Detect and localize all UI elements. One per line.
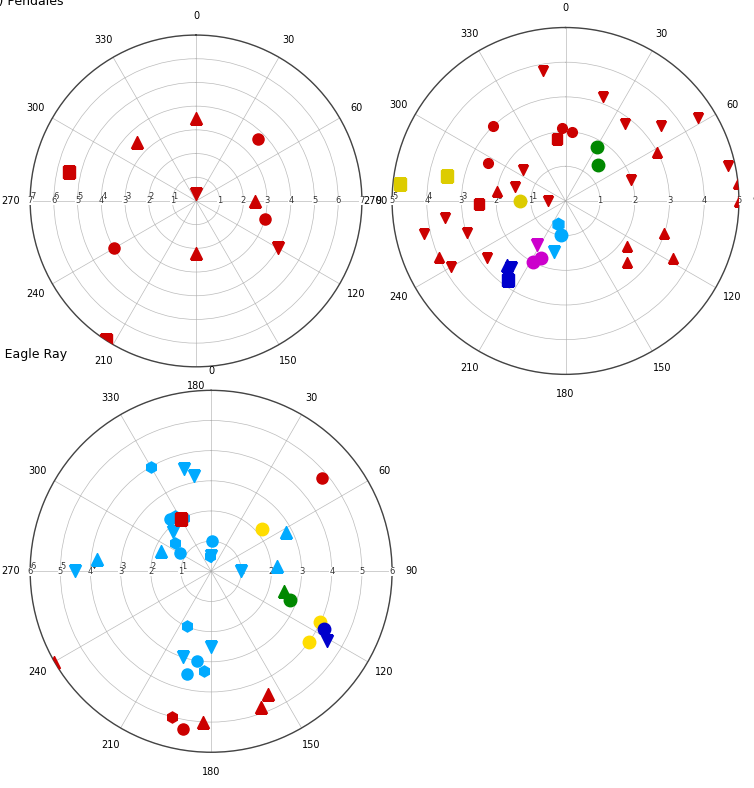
Text: 2: 2 (146, 196, 152, 206)
Text: 1: 1 (239, 567, 244, 576)
Text: 4: 4 (329, 567, 334, 576)
Text: 2: 2 (269, 567, 274, 576)
Text: 2: 2 (494, 196, 498, 206)
Text: 2: 2 (241, 196, 246, 206)
Text: 2: 2 (633, 196, 637, 206)
Text: 4: 4 (99, 196, 104, 206)
Text: 3: 3 (667, 196, 673, 206)
Text: 5: 5 (75, 196, 80, 206)
Text: 3: 3 (265, 196, 270, 206)
Text: 7: 7 (359, 196, 365, 206)
Text: 5: 5 (737, 196, 741, 206)
Text: 1: 1 (598, 196, 602, 206)
Text: 3: 3 (122, 196, 127, 206)
Text: 6: 6 (27, 567, 33, 576)
Text: 3: 3 (118, 567, 124, 576)
Text: 5: 5 (360, 567, 364, 576)
Text: 4: 4 (88, 567, 93, 576)
Text: 1: 1 (529, 196, 533, 206)
Text: 3: 3 (299, 567, 305, 576)
Text: 6: 6 (51, 196, 57, 206)
Text: 4: 4 (425, 196, 429, 206)
Text: 4: 4 (702, 196, 706, 206)
Text: 7: 7 (27, 196, 33, 206)
Text: 1: 1 (179, 567, 183, 576)
Text: 1: 1 (217, 196, 222, 206)
Text: 3: 3 (458, 196, 464, 206)
Text: 5: 5 (312, 196, 317, 206)
Text: 5: 5 (58, 567, 63, 576)
Text: 5: 5 (390, 196, 394, 206)
Text: 6: 6 (389, 567, 395, 576)
Text: 6: 6 (336, 196, 341, 206)
Text: 1: 1 (170, 196, 175, 206)
Text: A) Pendales: A) Pendales (0, 0, 64, 8)
Text: 4: 4 (288, 196, 293, 206)
Text: C) Eagle Ray: C) Eagle Ray (0, 348, 67, 362)
Text: 2: 2 (149, 567, 153, 576)
